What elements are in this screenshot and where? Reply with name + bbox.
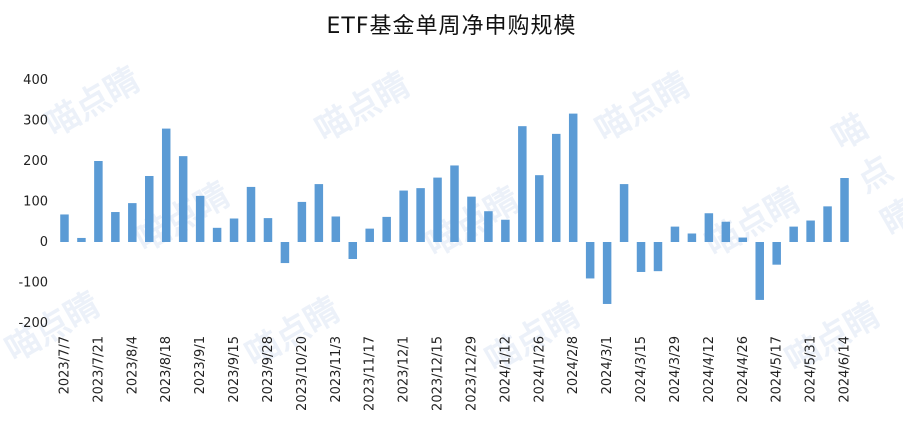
x-tick-label: 2024/3/15 <box>634 336 649 403</box>
x-tick-label: 2024/4/12 <box>702 336 717 403</box>
x-tick-label: 2024/5/17 <box>770 336 785 403</box>
bar <box>636 242 646 272</box>
bar <box>94 161 103 242</box>
x-tick-label: 2024/1/26 <box>532 336 547 403</box>
bar <box>535 175 544 242</box>
bar <box>365 228 374 242</box>
x-tick-label: 2023/11/3 <box>329 336 344 403</box>
x-tick-label: 2024/1/12 <box>498 336 513 403</box>
bar <box>806 220 815 242</box>
bar <box>297 201 307 242</box>
bar <box>145 175 154 242</box>
bar <box>178 156 188 242</box>
bar <box>382 216 391 242</box>
y-tick-label: 100 <box>23 195 48 210</box>
bar <box>823 206 832 242</box>
bar <box>619 184 629 242</box>
x-tick-label: 2024/2/8 <box>566 336 581 394</box>
bar <box>568 113 578 242</box>
bar <box>60 214 69 242</box>
x-tick-label: 2023/8/4 <box>125 336 140 394</box>
x-tick-label: 2023/9/15 <box>227 336 242 403</box>
x-tick-label: 2023/7/7 <box>57 336 72 394</box>
bar <box>195 195 205 242</box>
x-tick-label: 2024/3/1 <box>600 336 615 394</box>
y-tick-label: -200 <box>18 316 48 331</box>
bar <box>738 237 748 242</box>
bar <box>416 188 425 242</box>
y-tick-label: -100 <box>18 276 48 291</box>
bar <box>670 226 680 242</box>
x-tick-label: 2024/5/31 <box>804 336 819 403</box>
x-tick-label: 2023/9/28 <box>261 336 276 403</box>
y-tick-label: 200 <box>23 154 48 169</box>
bar <box>77 237 86 242</box>
x-tick-label: 2023/9/1 <box>193 336 208 394</box>
x-tick-label: 2024/6/14 <box>838 336 853 403</box>
bar <box>772 242 781 265</box>
bar <box>128 203 137 242</box>
bar <box>111 212 120 242</box>
y-tick-label: 300 <box>23 114 48 129</box>
bar <box>585 242 595 279</box>
bar <box>280 242 290 264</box>
bar <box>450 165 459 242</box>
bar <box>551 133 561 242</box>
x-tick-label: 2023/10/20 <box>295 336 310 411</box>
bar <box>721 221 731 242</box>
x-tick-label: 2023/12/29 <box>464 336 479 411</box>
bar <box>433 177 442 242</box>
bar <box>602 242 612 304</box>
bar <box>501 219 510 242</box>
bar <box>399 190 408 242</box>
bar <box>484 211 493 242</box>
x-tick-label: 2023/8/18 <box>159 336 174 403</box>
bar <box>755 242 764 300</box>
x-tick-label: 2024/3/29 <box>668 336 683 403</box>
bar <box>263 218 273 242</box>
bar <box>789 226 798 242</box>
x-tick-label: 2023/7/21 <box>91 336 106 403</box>
y-tick-label: 400 <box>23 73 48 88</box>
chart-title: ETF基金单周净申购规模 <box>326 14 577 39</box>
y-tick-label: 0 <box>40 235 48 250</box>
x-tick-label: 2023/11/17 <box>363 336 378 411</box>
bar <box>331 216 341 242</box>
bar <box>518 126 527 242</box>
bar <box>314 184 324 242</box>
bar <box>229 218 239 242</box>
bar <box>653 242 663 272</box>
bar <box>704 213 714 242</box>
bar <box>840 178 849 242</box>
x-tick-label: 2024/4/26 <box>736 336 751 403</box>
x-tick-label: 2023/12/15 <box>431 336 446 411</box>
bar <box>246 186 256 242</box>
bar <box>161 128 171 242</box>
bar <box>687 233 697 242</box>
x-tick-label: 2023/12/1 <box>397 336 412 403</box>
bar <box>467 196 476 242</box>
bar <box>212 227 222 242</box>
bar <box>348 242 358 260</box>
